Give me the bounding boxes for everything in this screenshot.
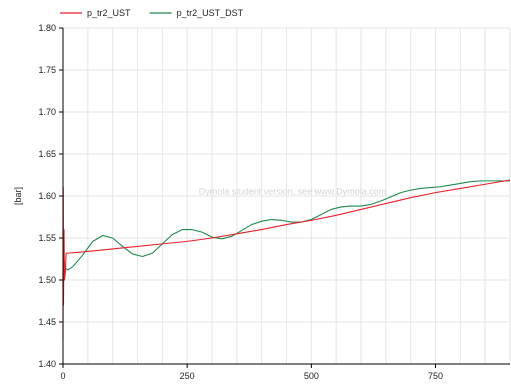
x-axis-ticks: 0 250 500 750 xyxy=(60,364,443,381)
y-tick-label: 1.50 xyxy=(38,275,56,285)
x-tick-label: 0 xyxy=(60,371,65,381)
y-tick-label: 1.55 xyxy=(38,233,56,243)
y-tick-label: 1.40 xyxy=(38,359,56,369)
y-tick-label: 1.45 xyxy=(38,317,56,327)
legend-label-p_tr2_UST_DST: p_tr2_UST_DST xyxy=(177,8,244,18)
y-axis-label: [bar] xyxy=(13,187,23,205)
series-line-p_tr2_UST xyxy=(62,179,511,339)
y-tick-label: 1.75 xyxy=(38,65,56,75)
legend: p_tr2_UST p_tr2_UST_DST xyxy=(60,8,244,18)
x-tick-label: 500 xyxy=(304,371,319,381)
x-tick-label: 250 xyxy=(180,371,195,381)
y-tick-label: 1.65 xyxy=(38,149,56,159)
grid-lines xyxy=(62,27,511,365)
y-axis-ticks: 1.40 1.45 1.50 1.55 1.60 1.65 1.70 1.75 1.80 xyxy=(38,23,63,369)
x-tick-label: 750 xyxy=(428,371,443,381)
y-tick-label: 1.60 xyxy=(38,191,56,201)
series-group xyxy=(62,179,511,339)
y-tick-label: 1.80 xyxy=(38,23,56,33)
y-tick-label: 1.70 xyxy=(38,107,56,117)
legend-label-p_tr2_UST: p_tr2_UST xyxy=(87,8,131,18)
series-line-p_tr2_UST_DST xyxy=(62,180,510,271)
watermark: Dymola student version, see www.Dymola.c… xyxy=(199,186,387,196)
